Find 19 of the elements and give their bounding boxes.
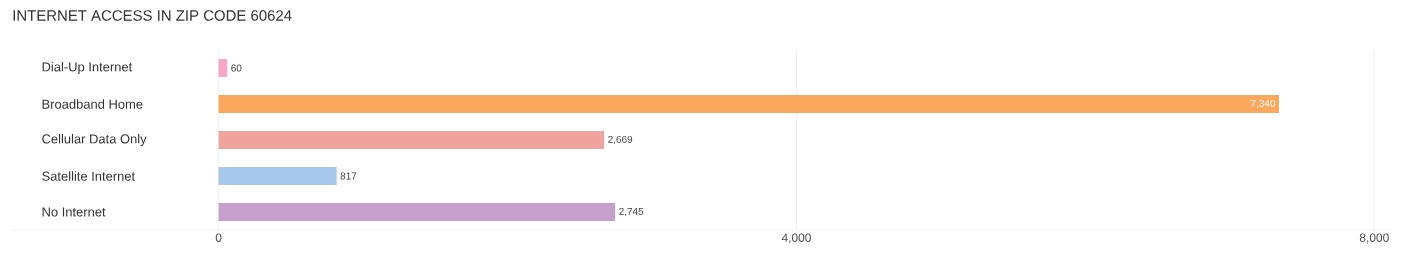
bar <box>218 131 605 149</box>
y-tick-label: Cellular Data Only <box>42 133 147 147</box>
bar <box>218 203 616 221</box>
bar <box>218 59 228 77</box>
y-tick-label: Satellite Internet <box>42 171 136 181</box>
y-tick-label: No Internet <box>42 207 106 217</box>
data-label: 2,669 <box>608 135 633 145</box>
data-label: 817 <box>340 172 357 180</box>
y-tick-label: Broadband Home <box>42 99 143 109</box>
data-label: 2,745 <box>619 207 644 217</box>
y-tick-label: Dial-Up Internet <box>42 61 133 75</box>
data-label: 60 <box>231 64 242 72</box>
bar <box>218 167 337 185</box>
x-tick-label: 0 <box>215 233 222 242</box>
data-label: 7,340 <box>1251 99 1276 109</box>
x-tick-label: 4,000 <box>781 233 811 244</box>
x-tick-label: 8,000 <box>1359 233 1389 244</box>
bar <box>218 95 1279 113</box>
chart-title: INTERNET ACCESS IN ZIP CODE 60624 <box>13 10 292 21</box>
